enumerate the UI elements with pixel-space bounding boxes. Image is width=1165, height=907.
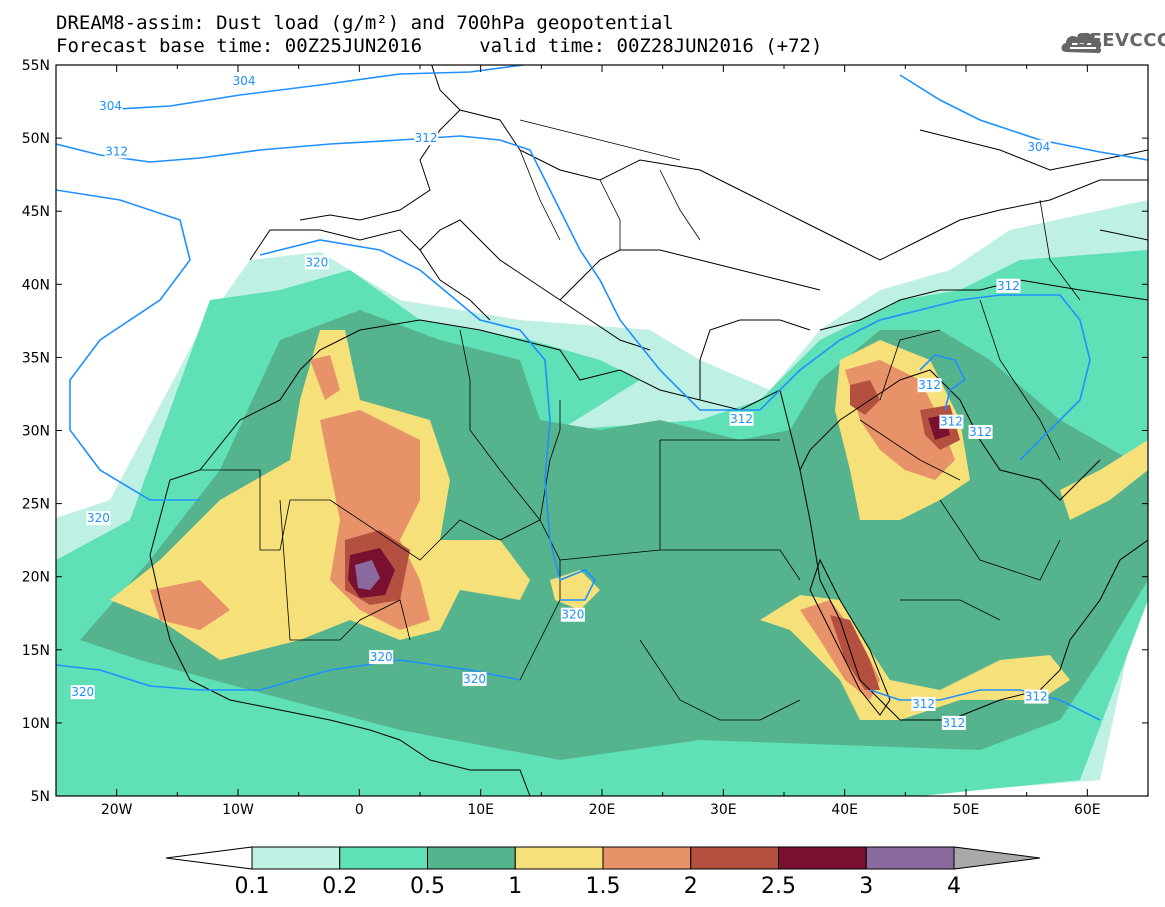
map-title: DREAM8-assim: Dust load (g/m²) and 700hP… bbox=[56, 12, 674, 34]
svg-text:312: 312 bbox=[997, 279, 1020, 293]
svg-text:312: 312 bbox=[415, 131, 438, 145]
dust-level-1.5 bbox=[150, 580, 230, 630]
svg-text:312: 312 bbox=[940, 415, 963, 429]
colorbar-segment bbox=[865, 846, 955, 870]
colorbar-label: 0.1 bbox=[235, 874, 270, 899]
contour-label: 304 bbox=[98, 98, 123, 113]
contour-label: 312 bbox=[939, 414, 964, 429]
longitude-labels: 20W 10W 0 10E 20E 30E 40E 50E 60E bbox=[101, 802, 1101, 818]
contour-label: 312 bbox=[917, 378, 942, 393]
colorbar-under bbox=[165, 846, 253, 870]
latitude-labels: 55N 50N 45N 40N 35N 30N 25N 20N 15N 10N 5N bbox=[22, 58, 50, 805]
colorbar-segment bbox=[602, 846, 692, 870]
colorbar-segment bbox=[778, 846, 867, 870]
colorbar-label: 0.2 bbox=[322, 874, 357, 899]
lon-label: 50E bbox=[953, 802, 980, 818]
svg-text:304: 304 bbox=[1027, 140, 1050, 154]
logo-text: SEEVCCC bbox=[1076, 30, 1165, 51]
colorbar-segment bbox=[339, 846, 428, 870]
svg-text:304: 304 bbox=[233, 74, 256, 88]
svg-text:320: 320 bbox=[87, 511, 110, 525]
colorbar-segment bbox=[251, 846, 341, 870]
contour-label: 312 bbox=[1024, 689, 1049, 704]
contour-label: 320 bbox=[462, 672, 487, 687]
colorbar-label: 1 bbox=[508, 874, 522, 899]
cloud-logo-icon bbox=[1061, 32, 1102, 54]
lon-label: 30E bbox=[710, 802, 737, 818]
lon-label: 60E bbox=[1074, 802, 1101, 818]
svg-text:312: 312 bbox=[105, 144, 128, 158]
dust-level-2-iraq bbox=[850, 380, 880, 415]
colorbar-segment bbox=[690, 846, 779, 870]
coastlines bbox=[149, 65, 1148, 796]
contour-label: 304 bbox=[1026, 139, 1051, 154]
lon-label: 40E bbox=[831, 802, 858, 818]
colorbar-label: 2.5 bbox=[761, 874, 796, 899]
contour-label: 312 bbox=[414, 131, 439, 146]
svg-text:312: 312 bbox=[730, 412, 753, 426]
contour-label: 312 bbox=[104, 144, 129, 159]
colorbar-label: 4 bbox=[947, 874, 961, 899]
forecast-times: Forecast base time: 00Z25JUN2016 valid t… bbox=[56, 35, 823, 57]
lat-label: 30N bbox=[22, 424, 50, 440]
svg-text:312: 312 bbox=[912, 697, 935, 711]
lon-label: 10E bbox=[467, 802, 494, 818]
colorbar-label: 2 bbox=[684, 874, 698, 899]
svg-text:320: 320 bbox=[561, 608, 584, 622]
lat-label: 15N bbox=[22, 643, 50, 659]
svg-text:312: 312 bbox=[918, 378, 941, 392]
lat-label: 20N bbox=[22, 570, 50, 586]
map-area: 304 304 304 312 312 312 312 312 312 312 312 312 312 3… bbox=[56, 65, 1148, 796]
dust-level-2-redsea bbox=[830, 615, 880, 690]
lat-label: 45N bbox=[22, 204, 50, 220]
svg-text:320: 320 bbox=[305, 255, 328, 269]
lon-label: 20E bbox=[589, 802, 616, 818]
colorbar-label: 1.5 bbox=[586, 874, 621, 899]
svg-text:320: 320 bbox=[463, 672, 486, 686]
contour-label: 320 bbox=[560, 607, 585, 622]
geopotential-contours bbox=[56, 65, 1148, 721]
dust-level-1.5-morocco bbox=[310, 355, 340, 400]
contour-label: 320 bbox=[304, 255, 329, 270]
lat-label: 40N bbox=[22, 277, 50, 293]
contour-label: 312 bbox=[911, 696, 936, 711]
lat-label: 25N bbox=[22, 497, 50, 513]
country-borders bbox=[200, 119, 1081, 721]
lat-label: 5N bbox=[31, 789, 50, 805]
contour-label: 320 bbox=[70, 685, 95, 700]
lon-label: 20W bbox=[101, 802, 133, 818]
lon-label: 10W bbox=[222, 802, 254, 818]
dust-field bbox=[56, 200, 1148, 796]
contour-label: 320 bbox=[369, 650, 394, 665]
contour-label: 304 bbox=[232, 74, 257, 89]
contour-label: 312 bbox=[996, 278, 1021, 293]
lat-label: 55N bbox=[22, 58, 50, 74]
svg-text:320: 320 bbox=[71, 685, 94, 699]
dust-level-1 bbox=[110, 330, 530, 660]
tick-marks bbox=[55, 64, 1149, 797]
contour-label: 312 bbox=[968, 424, 993, 439]
colorbar-segment bbox=[427, 846, 516, 870]
lat-label: 10N bbox=[22, 716, 50, 732]
lon-label: 0 bbox=[355, 802, 364, 818]
dust-level-3 bbox=[355, 560, 380, 590]
colorbar-segment bbox=[514, 846, 604, 870]
svg-text:304: 304 bbox=[99, 99, 122, 113]
svg-text:312: 312 bbox=[969, 425, 992, 439]
contour-labels: 304 304 304 312 312 312 312 312 312 312 312 312 312 3… bbox=[70, 74, 1051, 730]
colorbar-label: 3 bbox=[859, 874, 873, 899]
colorbar-over bbox=[953, 846, 1041, 870]
contour-label: 320 bbox=[86, 511, 111, 526]
contour-label: 312 bbox=[729, 411, 754, 426]
lat-label: 35N bbox=[22, 350, 50, 366]
svg-text:312: 312 bbox=[1025, 690, 1048, 704]
dust-level-1-oman bbox=[1060, 440, 1148, 520]
colorbar-legend: 0.1 0.2 0.5 1 1.5 2 2.5 3 4 bbox=[165, 846, 1041, 899]
contour-label: 312 bbox=[941, 715, 966, 730]
colorbar-label: 0.5 bbox=[410, 874, 445, 899]
svg-text:320: 320 bbox=[370, 650, 393, 664]
svg-text:312: 312 bbox=[942, 716, 965, 730]
lat-label: 50N bbox=[22, 131, 50, 147]
